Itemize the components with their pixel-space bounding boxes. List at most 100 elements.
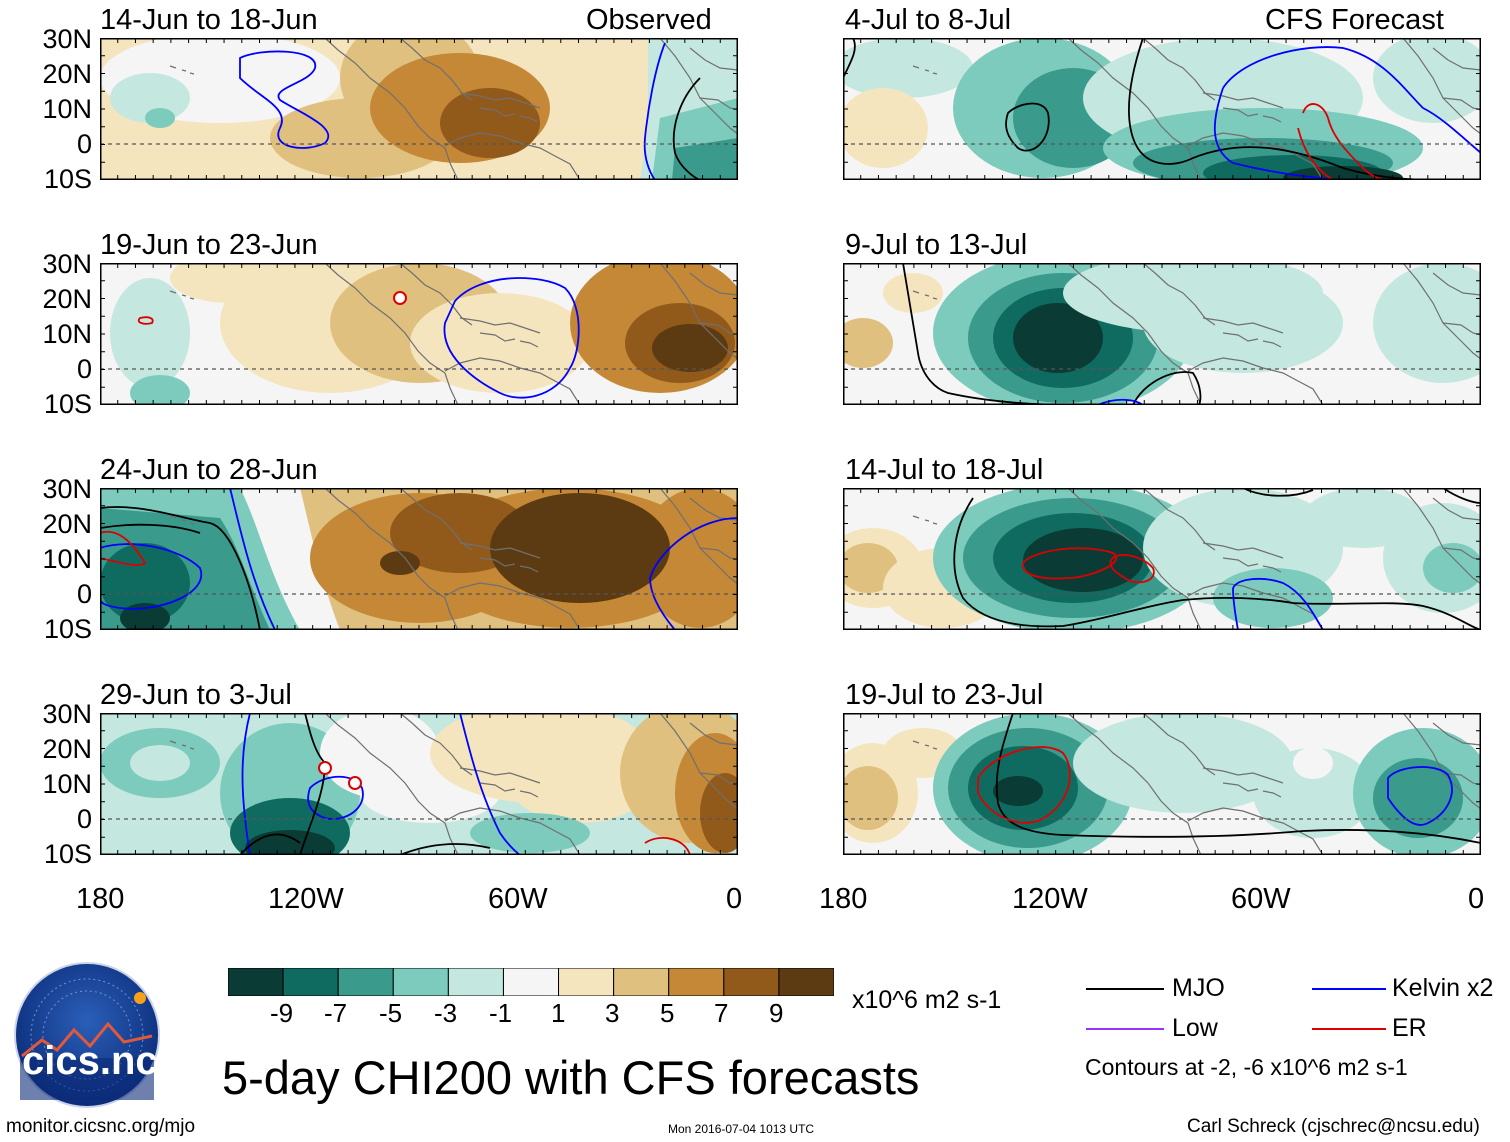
colorbar-swatch [392,968,449,996]
lon-label: 120W [1012,883,1088,915]
kelvin-contour [229,488,276,630]
sun-icon [134,992,146,1004]
coastline-segment [519,565,539,573]
mjo-contour [1132,371,1202,405]
mjo-contour [1442,488,1481,504]
coastline-segment [1222,782,1259,792]
mjo-contour [399,843,491,855]
low-marker [348,776,362,790]
lat-label: 0 [76,129,92,159]
lon-label: 120W [268,883,344,915]
kelvin-contour [1097,398,1144,405]
forecast-label: CFS Forecast [1265,4,1444,36]
coastline-segment [1067,38,1189,149]
coastline-africa [1432,497,1481,521]
legend-label-low: Low [1172,1014,1218,1042]
olr-anomaly-blob [120,603,170,630]
coastline-segment [1222,107,1259,117]
coastline-segment [324,263,446,374]
olr-anomaly-blob [843,88,928,168]
contours-note: Contours at -2, -6 x10^6 m2 s-1 [1085,1054,1408,1080]
olr-anomaly-blob [993,776,1043,806]
olr-anomaly-blob [1073,713,1293,813]
coastline-africa [1432,47,1481,71]
panel-frame [100,263,738,405]
colorbar-swatch [337,968,394,996]
panel-title-p8: 19-Jul to 23-Jul [845,679,1044,711]
map-panel-p7 [843,488,1481,630]
coastline-segment [444,807,581,855]
legend-lines [1086,988,1386,1030]
panel-title-p1: 14-Jun to 18-Jun [100,4,318,36]
map-panel-p4 [100,713,738,855]
coastline-segment [912,65,938,75]
coastlines [912,263,1481,405]
coastline-segment [459,767,541,784]
panel-frame [843,38,1481,180]
coastline-segment [459,542,541,559]
colorbar-label: -1 [489,998,513,1028]
colorbar-label: -3 [434,998,458,1028]
mjo-contour [100,506,261,630]
kelvin-contour [643,42,666,180]
olr-anomaly-blob [110,73,190,123]
coastline-segment [1067,263,1189,374]
footer-url: monitor.cicsnc.org/mjo [6,1116,196,1137]
panel-frame [843,488,1481,630]
coastline-segment [912,740,938,750]
coastlines [169,263,738,405]
coastline-segment [1262,790,1282,798]
olr-anomaly-blob [843,38,973,98]
kelvin-contour [241,713,251,855]
panel-title-p5: 4-Jul to 8-Jul [845,4,1012,36]
lat-label: 10N [42,769,92,799]
colorbar-swatch [778,968,834,996]
coastline-segment [444,822,459,855]
mjo-contour [239,833,301,855]
lat-label: 10N [42,544,92,574]
olr-anomaly-blob [1423,543,1481,593]
axis-ticks [100,713,738,855]
coastline-segment [169,740,195,750]
coastline-segment [479,107,516,117]
panel-frame [100,488,738,630]
coastline-segment [1187,807,1324,855]
panel-title-p3: 24-Jun to 28-Jun [100,454,318,486]
coastline-segment [444,147,459,180]
lon-label: 60W [488,883,548,915]
lat-label: 20N [42,59,92,89]
kelvin-contour [1213,87,1344,180]
er-contour [1022,547,1117,580]
mjo-contour [995,713,1481,844]
panel-title-p2: 19-Jun to 23-Jun [100,229,318,261]
colorbar-swatch [447,968,504,996]
coastline-segment [1262,340,1282,348]
lat-label: 10S [43,389,92,419]
kelvin-contour [443,277,580,399]
olr-anomaly-blob [1293,747,1333,779]
kelvin-contour [649,517,738,630]
coastline-segment [169,515,195,525]
olr-anomaly-blob [110,278,190,388]
coastline-segment [324,488,446,599]
lon-label: 60W [1231,883,1291,915]
olr-anomaly-blob [843,318,893,368]
map-panel-p2 [100,263,738,405]
olr-anomaly-blob [380,551,420,575]
coastline-segment [479,332,516,342]
kelvin-contour [1222,46,1481,154]
olr-anomaly-blob [883,273,943,313]
coastline-segment [1187,597,1202,630]
coastline-segment [519,790,539,798]
olr-anomaly-blob [130,375,190,405]
coastline-segment [444,357,581,405]
colorbar-label: 1 [551,998,566,1028]
coastline-segment [1187,147,1202,180]
map-panel-p8 [843,713,1481,855]
lat-label: 10N [42,319,92,349]
er-contour [1302,103,1389,180]
coastline-segment [1187,132,1324,180]
olr-anomaly-blob [843,766,898,830]
colorbar-label: 5 [660,998,675,1028]
coastline-segment [1222,557,1259,567]
